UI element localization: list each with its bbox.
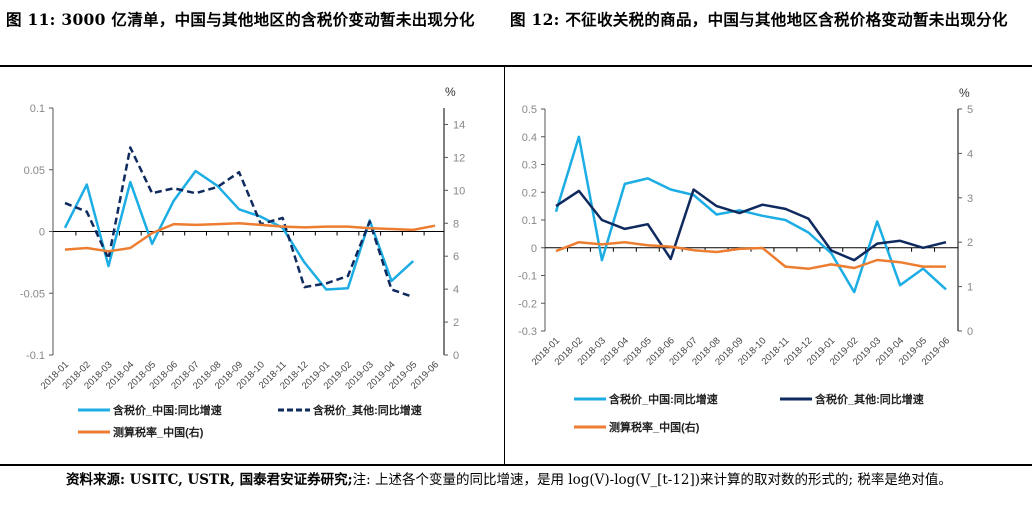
- column-divider: [504, 66, 505, 464]
- left-tick-label: 0: [531, 243, 537, 255]
- right-tick-label: 12: [453, 152, 465, 164]
- figure-12-title: 图 12: 不征收关税的商品，中国与其他地区含税价格变动暂未出现分化: [510, 10, 1008, 29]
- figure-11-title: 图 11: 3000 亿清单，中国与其他地区的含税价变动暂未出现分化: [6, 10, 475, 29]
- left-tick-label: -0.1: [26, 350, 45, 362]
- footnote-source: 资料来源: USITC, USTR, 国泰君安证券研究;: [66, 472, 353, 488]
- right-tick-label: 4: [453, 284, 459, 296]
- left-tick-label: -0.3: [518, 326, 537, 338]
- left-tick-label: 0.3: [522, 160, 537, 172]
- left-tick-label: 0.1: [30, 103, 45, 115]
- footnote-note: 注: 上述各个变量的同比增速，是用 log(V)-log(V_[t-12])来计…: [352, 472, 952, 488]
- left-tick-label: 0.4: [522, 132, 537, 144]
- right-tick-label: 3: [967, 193, 973, 205]
- left-tick-label: -0.05: [20, 288, 45, 300]
- series-line-tax-rate: [64, 222, 436, 253]
- left-tick-label: 0.2: [522, 187, 537, 199]
- right-tick-label: 6: [453, 251, 459, 263]
- series-line-china: [554, 135, 947, 294]
- legend-label: 含税价_其他:同比增速: [312, 403, 422, 417]
- right-tick-label: 14: [453, 119, 465, 131]
- left-tick-label: 0.5: [522, 104, 537, 116]
- header-rule: [0, 65, 1032, 67]
- right-tick-label: 2: [967, 237, 973, 249]
- left-tick-label: -0.2: [518, 298, 537, 310]
- right-tick-label: 4: [967, 148, 973, 160]
- right-tick-label: 8: [453, 218, 459, 230]
- legend-label: 含税价_其他:同比增速: [814, 392, 924, 406]
- footer-rule: [0, 464, 1032, 466]
- right-tick-label: 5: [967, 104, 973, 116]
- chart-figure-12: 0.50.40.30.20.10-0.1-0.2-0.3543210%2018-…: [518, 86, 973, 434]
- left-tick-label: 0.05: [24, 165, 45, 177]
- legend-label: 含税价_中国:同比增速: [112, 403, 222, 417]
- series-line-china: [63, 169, 415, 291]
- left-tick-label: 0: [39, 227, 45, 239]
- right-tick-label: 10: [453, 185, 465, 197]
- legend-label: 测算税率_中国(右): [113, 425, 204, 439]
- series-line-tax-rate: [555, 240, 946, 271]
- right-tick-label: 0: [453, 350, 459, 362]
- right-axis-unit: %: [445, 85, 456, 99]
- legend-label: 测算税率_中国(右): [609, 420, 700, 434]
- footnote: 资料来源: USITC, USTR, 国泰君安证券研究;注: 上述各个变量的同比…: [66, 468, 986, 493]
- legend-label: 含税价_中国:同比增速: [608, 392, 718, 406]
- right-tick-label: 0: [967, 326, 973, 338]
- chart-figure-11: 0.10.050-0.05-0.114121086420%2018-012018…: [20, 85, 465, 439]
- right-tick-label: 2: [453, 317, 459, 329]
- left-tick-label: 0.1: [522, 215, 537, 227]
- series-line-other: [555, 188, 947, 262]
- right-tick-label: 1: [967, 282, 973, 294]
- left-tick-label: -0.1: [518, 271, 537, 283]
- series-line-other: [64, 146, 414, 299]
- right-axis-unit: %: [959, 86, 970, 100]
